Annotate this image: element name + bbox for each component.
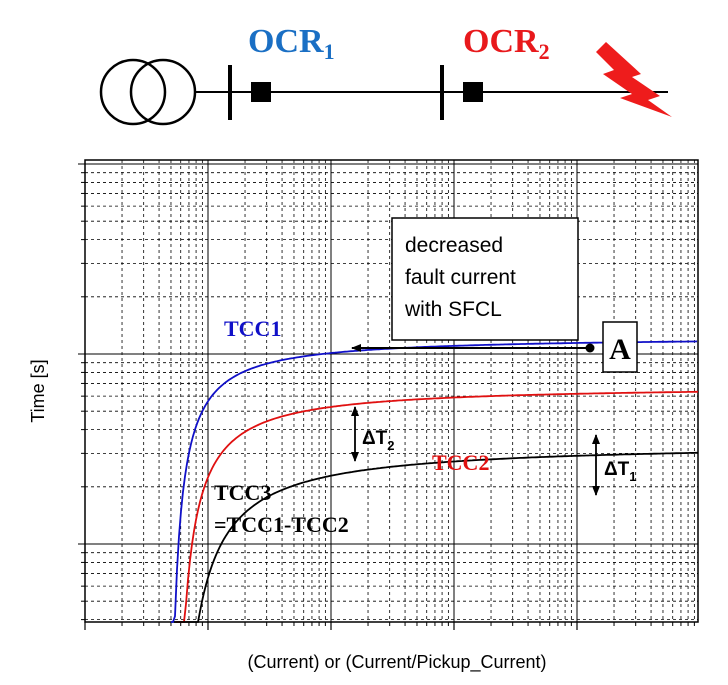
axis-ticks [78, 163, 695, 630]
single-line-diagram: OCR1 OCR2 [99, 23, 672, 126]
fault-point-marker [585, 343, 595, 353]
annotation-line-3: with SFCL [404, 298, 502, 321]
y-axis-label: Time [s] [28, 359, 48, 422]
tcc2-label: TCC2 [432, 450, 489, 475]
tcc1-label: TCC1 [224, 316, 281, 341]
breaker-2 [463, 82, 483, 102]
transformer-winding-2 [129, 58, 197, 126]
tcc3-definition: =TCC1-TCC2 [214, 512, 349, 537]
point-a-label: A [609, 333, 631, 366]
delta-t1-label: ΔT1 [604, 459, 637, 484]
x-axis-label: (Current) or (Current/Pickup_Current) [247, 652, 546, 673]
transformer-winding-1 [99, 58, 167, 126]
breaker-1 [251, 82, 271, 102]
tcc3-curve [174, 451, 698, 623]
tcc3-label: TCC3 [214, 480, 271, 505]
tcc-plot: decreased fault current with SFCL A TCC1… [78, 159, 699, 630]
point-a-box [602, 321, 638, 373]
annotation-box [391, 217, 579, 341]
relay1-label: OCR1 [248, 23, 335, 64]
tcc2-curve [176, 390, 698, 623]
delta-t2-label: ΔT2 [362, 428, 395, 453]
annotation-line-2: fault current [405, 266, 516, 289]
relay2-label: OCR2 [463, 23, 550, 64]
fault-lightning-icon [596, 42, 672, 117]
annotation-line-1: decreased [405, 234, 503, 257]
